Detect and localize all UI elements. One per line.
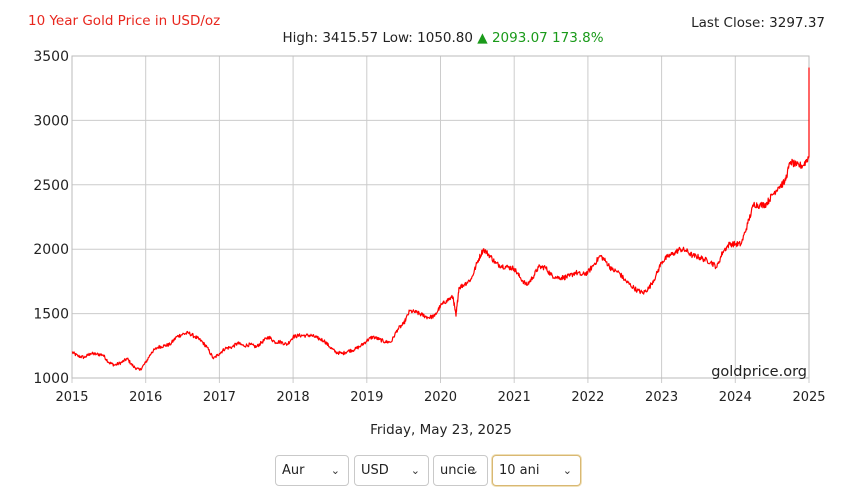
change-value: ▲ 2093.07 173.8% bbox=[477, 30, 604, 46]
x-tick-label: 2025 bbox=[792, 390, 825, 405]
metal-select[interactable]: Aur ⌄ bbox=[275, 455, 349, 486]
range-select-value: 10 ani bbox=[499, 463, 540, 478]
currency-select-value: USD bbox=[361, 463, 389, 478]
unit-select-value: uncie bbox=[440, 463, 476, 478]
x-tick-label: 2018 bbox=[277, 390, 310, 405]
currency-select[interactable]: USD ⌄ bbox=[354, 455, 429, 486]
x-tick-label: 2024 bbox=[719, 390, 752, 405]
watermark: goldprice.org bbox=[711, 364, 807, 380]
y-tick-label: 1500 bbox=[33, 307, 69, 323]
high-value: High: 3415.57 bbox=[282, 30, 379, 46]
x-tick-label: 2017 bbox=[203, 390, 236, 405]
y-axis: 1000 1500 2000 2500 3000 3500 bbox=[33, 49, 69, 387]
chevron-down-icon: ⌄ bbox=[469, 464, 479, 477]
chevron-down-icon: ⌄ bbox=[410, 464, 420, 477]
x-tick-label: 2023 bbox=[645, 390, 678, 405]
metal-select-value: Aur bbox=[282, 463, 305, 478]
x-tick-label: 2022 bbox=[571, 390, 604, 405]
y-tick-label: 1000 bbox=[33, 371, 69, 387]
y-tick-label: 2500 bbox=[33, 178, 69, 194]
price-stats: High: 3415.57 Low: 1050.80 ▲ 2093.07 173… bbox=[0, 30, 858, 46]
y-tick-label: 3000 bbox=[33, 113, 69, 129]
y-tick-label: 2000 bbox=[33, 242, 69, 258]
x-tick-label: 2019 bbox=[350, 390, 383, 405]
x-tick-label: 2020 bbox=[424, 390, 457, 405]
x-tick-label: 2021 bbox=[498, 390, 531, 405]
y-tick-label: 3500 bbox=[33, 49, 69, 65]
x-tick-label: 2015 bbox=[55, 390, 88, 405]
date-label: Friday, May 23, 2025 bbox=[370, 422, 512, 438]
last-close: Last Close: 3297.37 bbox=[691, 15, 825, 31]
chevron-down-icon: ⌄ bbox=[330, 464, 340, 477]
chart-title: 10 Year Gold Price in USD/oz bbox=[28, 13, 221, 29]
x-axis: 2015 2016 2017 2018 2019 2020 2021 2022 2023 2024… bbox=[55, 390, 825, 405]
gold-price-line bbox=[71, 67, 810, 371]
range-select[interactable]: 10 ani ⌄ bbox=[492, 455, 581, 486]
x-tick-label: 2016 bbox=[129, 390, 162, 405]
plot-frame bbox=[71, 55, 810, 379]
chevron-down-icon: ⌄ bbox=[562, 464, 572, 477]
unit-select[interactable]: uncie ⌄ bbox=[433, 455, 488, 486]
low-value: Low: 1050.80 bbox=[382, 30, 473, 46]
